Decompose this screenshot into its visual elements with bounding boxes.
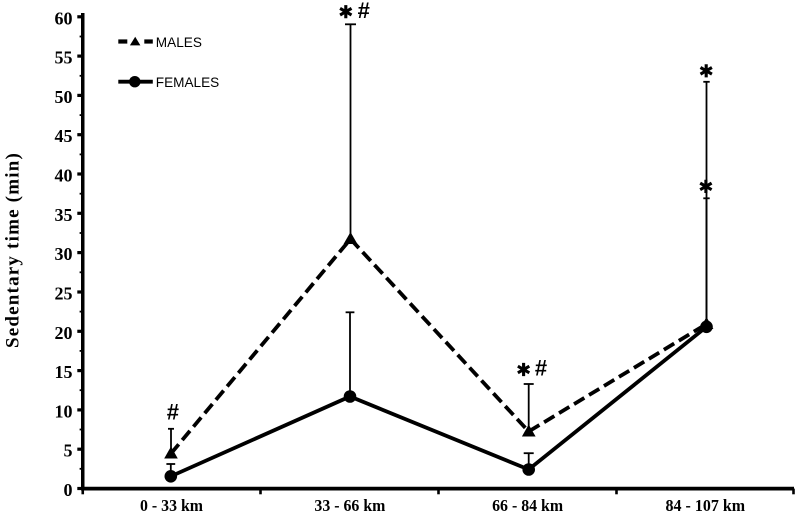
svg-text:Sedentary time (min): Sedentary time (min) [2, 152, 23, 348]
svg-text:33 - 66 km: 33 - 66 km [314, 496, 385, 514]
svg-text:0: 0 [64, 480, 73, 500]
svg-text:10: 10 [55, 401, 73, 421]
svg-text:50: 50 [55, 87, 73, 107]
svg-text:0 - 33 km: 0 - 33 km [140, 496, 203, 514]
svg-text:MALES: MALES [156, 35, 202, 50]
svg-text:30: 30 [55, 244, 73, 264]
svg-text:40: 40 [55, 166, 73, 186]
svg-text:60: 60 [55, 8, 73, 28]
svg-text:25: 25 [55, 284, 73, 304]
svg-text:15: 15 [55, 362, 73, 382]
svg-text:#: # [358, 0, 370, 23]
svg-text:20: 20 [55, 323, 73, 343]
svg-text:84 - 107 km: 84 - 107 km [666, 496, 746, 514]
svg-text:45: 45 [55, 126, 73, 146]
svg-text:FEMALES: FEMALES [156, 75, 219, 90]
svg-text:#: # [535, 356, 547, 381]
svg-text:35: 35 [55, 205, 73, 225]
svg-text:#: # [167, 399, 179, 424]
svg-text:5: 5 [64, 441, 73, 461]
svg-text:66 - 84 km: 66 - 84 km [492, 496, 563, 514]
svg-text:55: 55 [55, 48, 73, 68]
